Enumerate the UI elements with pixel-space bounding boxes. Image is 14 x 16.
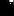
Bar: [3, 9, 4, 10]
Text: 42: 42: [11, 0, 14, 15]
Text: R(2,1): R(2,1): [0, 2, 14, 16]
Text: R(3,3): R(3,3): [0, 5, 14, 16]
Text: R(3,2): R(3,2): [0, 5, 14, 16]
Text: R(1,1): R(1,1): [0, 0, 14, 14]
Text: R(0,3): R(0,3): [0, 0, 14, 11]
Bar: [6, 9, 7, 10]
Bar: [8, 6, 9, 7]
Text: R(1,0): R(1,0): [0, 0, 14, 14]
Text: 44: 44: [11, 3, 14, 16]
Bar: [3, 6, 4, 7]
Text: R(2,3): R(2,3): [0, 2, 14, 16]
Text: R(2,2): R(2,2): [0, 2, 14, 16]
Text: R(0,1): R(0,1): [0, 0, 14, 11]
Text: R(3,N): R(3,N): [0, 5, 14, 16]
Text: R(3,0): R(3,0): [0, 5, 14, 16]
Text: R(1,2): R(1,2): [0, 0, 14, 14]
Text: 41: 41: [11, 14, 14, 16]
Text: R(1,3): R(1,3): [0, 0, 14, 14]
Bar: [9, 9, 10, 10]
Bar: [6, 6, 7, 7]
Text: 40: 40: [11, 3, 14, 16]
Text: R(0,0): R(0,0): [0, 0, 14, 11]
Text: R(1,N): R(1,N): [0, 0, 14, 14]
Text: R(2,N): R(2,N): [0, 2, 14, 16]
Bar: [9, 6, 10, 7]
Text: R(3,1): R(3,1): [0, 5, 14, 16]
Text: R(0,2): R(0,2): [0, 0, 14, 11]
Text: R(2,0): R(2,0): [0, 2, 14, 16]
Text: 43: 43: [11, 0, 14, 16]
Text: R(0,N): R(0,N): [0, 0, 14, 11]
Bar: [8, 9, 9, 10]
